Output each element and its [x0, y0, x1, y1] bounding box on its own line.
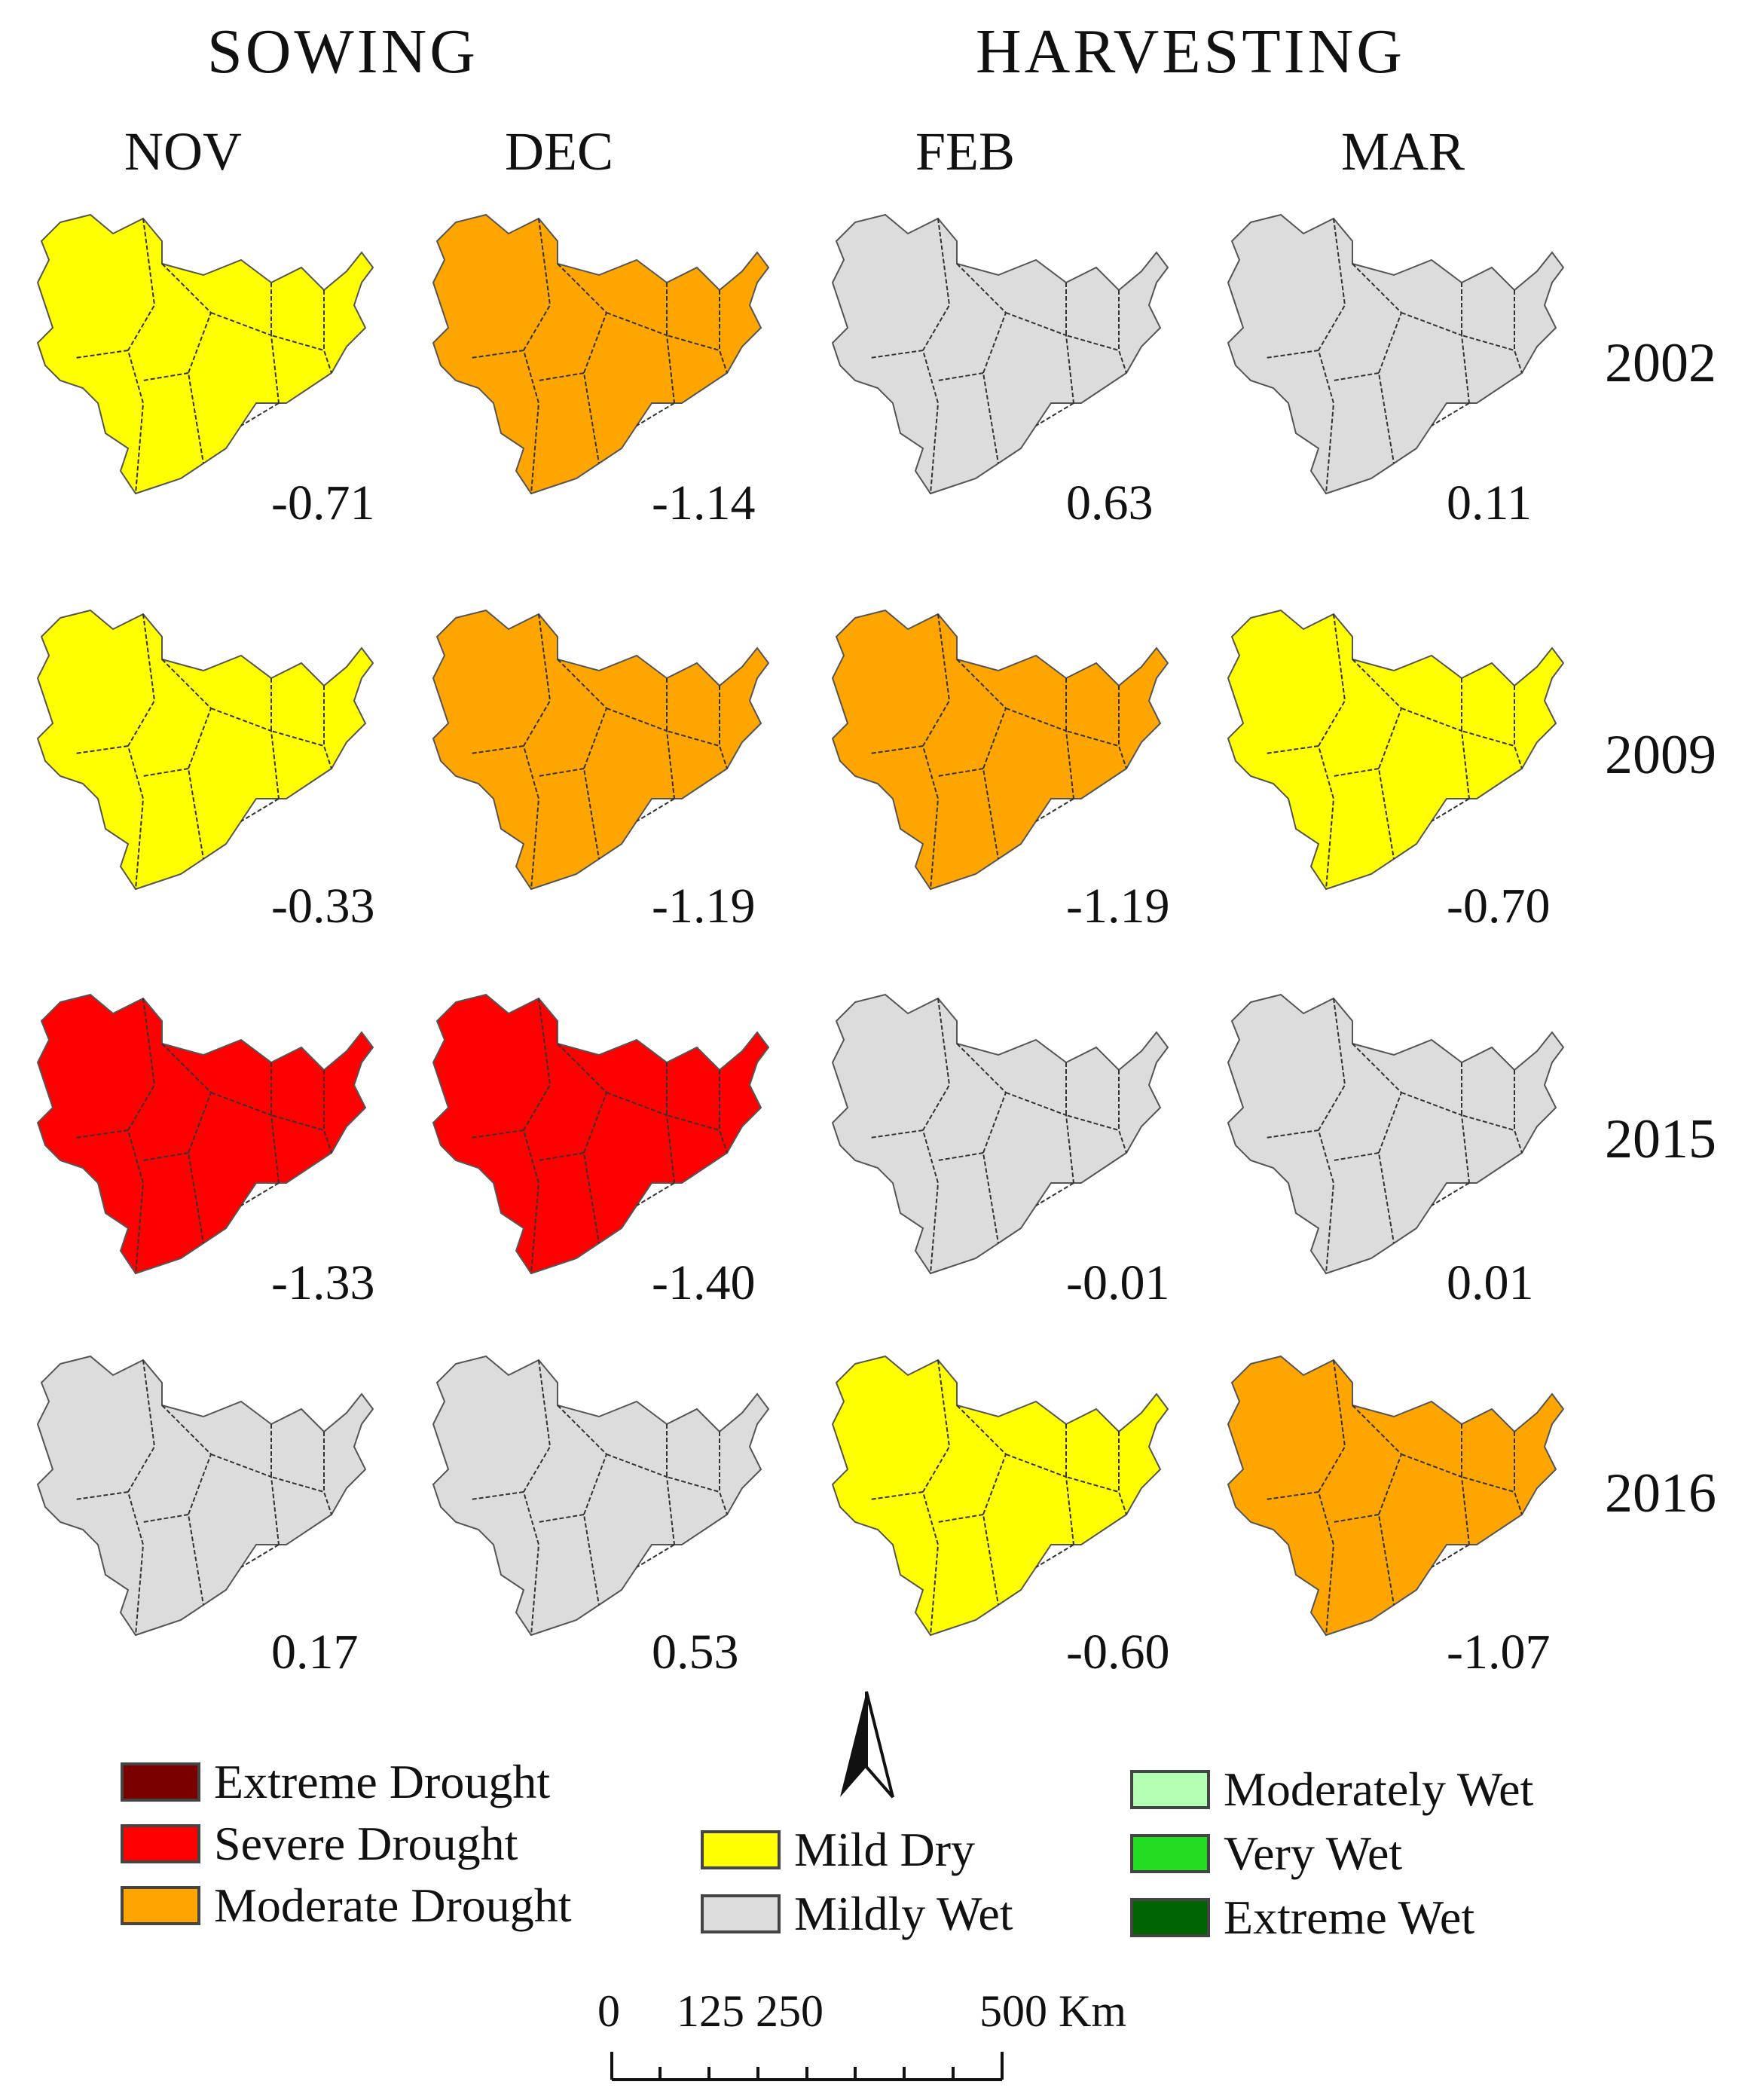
map-value-2015-mar: 0.01: [1447, 1255, 1534, 1310]
map-value-2002-nov: -0.71: [271, 475, 375, 530]
legend-label-extreme-wet: Extreme Wet: [1224, 1891, 1475, 1944]
map-value-2016-mar: -1.07: [1447, 1625, 1551, 1680]
legend-label-moderately-wet: Moderately Wet: [1224, 1762, 1534, 1816]
map-value-2009-feb: -1.19: [1066, 879, 1170, 934]
month-nov: NOV: [124, 121, 242, 182]
legend-label-mild-dry: Mild Dry: [794, 1823, 975, 1876]
drought-map-2009-mar: [1221, 595, 1575, 908]
map-value-2015-dec: -1.40: [652, 1255, 756, 1310]
map-value-2002-mar: 0.11: [1447, 475, 1532, 530]
drought-map-2016-mar: [1221, 1341, 1575, 1654]
title-sowing: SOWING: [207, 17, 478, 87]
map-value-2016-nov: 0.17: [271, 1625, 359, 1680]
map-value-2016-dec: 0.53: [652, 1625, 739, 1680]
drought-map-2016-dec: [426, 1341, 780, 1654]
north-arrow-icon: [840, 1691, 894, 1799]
legend-severe-drought: Severe Drought: [121, 1817, 518, 1870]
year-2009: 2009: [1605, 724, 1716, 786]
legend-label-mildly-wet: Mildly Wet: [794, 1887, 1013, 1940]
month-mar: MAR: [1341, 121, 1465, 182]
map-value-2009-mar: -0.70: [1447, 879, 1551, 934]
map-value-2015-feb: -0.01: [1066, 1255, 1170, 1310]
legend-very-wet: Very Wet: [1130, 1826, 1403, 1880]
legend-swatch-mild-dry: [701, 1830, 781, 1869]
drought-map-2015-mar: [1221, 980, 1575, 1292]
legend-swatch-mildly-wet: [701, 1894, 781, 1933]
legend-swatch-moderate-drought: [121, 1886, 200, 1925]
legend-moderate-drought: Moderate Drought: [121, 1878, 572, 1932]
legend-moderately-wet: Moderately Wet: [1130, 1762, 1534, 1816]
legend-swatch-extreme-wet: [1130, 1898, 1210, 1937]
drought-map-2009-dec: [426, 595, 780, 908]
legend-label-moderate-drought: Moderate Drought: [214, 1878, 572, 1932]
drought-map-2015-feb: [825, 980, 1179, 1292]
drought-map-2016-nov: [30, 1341, 384, 1654]
legend-extreme-wet: Extreme Wet: [1130, 1891, 1474, 1944]
drought-map-2009-feb: [825, 595, 1179, 908]
title-harvesting: HARVESTING: [976, 17, 1405, 87]
drought-map-2002-nov: [30, 200, 384, 512]
legend-swatch-moderately-wet: [1130, 1770, 1210, 1809]
legend-mildly-wet: Mildly Wet: [701, 1887, 1013, 1940]
map-value-2016-feb: -0.60: [1066, 1625, 1170, 1680]
drought-map-2002-dec: [426, 200, 780, 512]
year-2016: 2016: [1605, 1463, 1716, 1524]
legend-swatch-very-wet: [1130, 1834, 1210, 1873]
drought-map-2015-nov: [30, 980, 384, 1292]
legend-label-severe-drought: Severe Drought: [214, 1817, 518, 1870]
map-value-2002-feb: 0.63: [1066, 475, 1154, 530]
legend-mild-dry: Mild Dry: [701, 1823, 975, 1876]
scale-bar: [610, 2052, 1004, 2081]
legend-label-very-wet: Very Wet: [1224, 1826, 1403, 1880]
month-feb: FEB: [915, 121, 1016, 182]
map-value-2009-nov: -0.33: [271, 879, 375, 934]
month-dec: DEC: [505, 121, 613, 182]
drought-map-2009-nov: [30, 595, 384, 908]
scale-label-0: 0: [597, 1986, 620, 2036]
scale-label-125-250: 125 250: [677, 1986, 824, 2036]
scale-label-500: 500 Km: [979, 1986, 1126, 2036]
year-2015: 2015: [1605, 1108, 1716, 1170]
drought-map-2015-dec: [426, 980, 780, 1292]
drought-map-2002-feb: [825, 200, 1179, 512]
map-value-2015-nov: -1.33: [271, 1255, 375, 1310]
legend-extreme-drought: Extreme Drought: [121, 1755, 551, 1808]
map-value-2009-dec: -1.19: [652, 879, 756, 934]
drought-map-2002-mar: [1221, 200, 1575, 512]
map-value-2002-dec: -1.14: [652, 475, 756, 530]
drought-map-2016-feb: [825, 1341, 1179, 1654]
legend-label-extreme-drought: Extreme Drought: [214, 1755, 551, 1808]
year-2002: 2002: [1605, 332, 1716, 394]
legend-swatch-extreme-drought: [121, 1762, 200, 1802]
legend-swatch-severe-drought: [121, 1824, 200, 1863]
